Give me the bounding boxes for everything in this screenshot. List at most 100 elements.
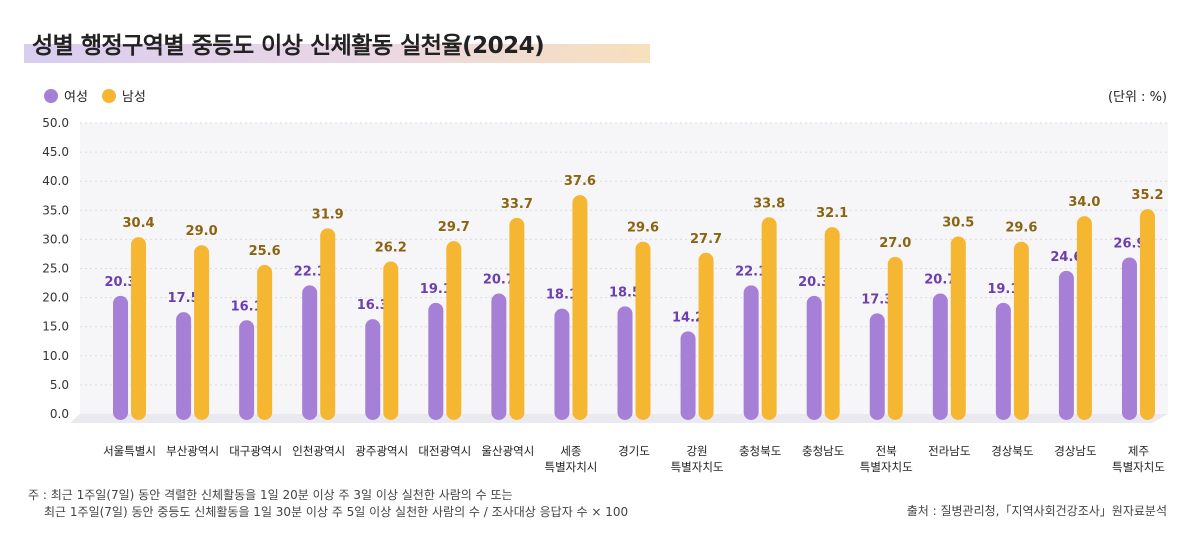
bar-female [995, 302, 1011, 420]
bar-female [554, 308, 570, 420]
bar-female [743, 285, 759, 420]
data-label-female: 19.1 [420, 282, 452, 297]
data-label-male: 30.5 [942, 215, 974, 230]
data-label-male: 29.6 [627, 221, 659, 236]
x-tick-label: 대구광역시 [229, 444, 282, 458]
x-tick-label: 특별자치도 [1112, 460, 1165, 474]
x-tick-label: 충청북도 [739, 444, 781, 458]
bar-male [194, 245, 210, 420]
data-label-female: 24.6 [1050, 250, 1082, 265]
source-note: 출처 : 질병관리청,「지역사회건강조사」원자료분석 [906, 504, 1167, 518]
bar-male [320, 228, 336, 420]
title-highlight [24, 44, 650, 63]
x-tick-label: 인천광역시 [292, 444, 345, 458]
data-label-female: 18.5 [609, 285, 641, 300]
y-tick-label: 15.0 [42, 320, 69, 334]
data-label-male: 35.2 [1131, 188, 1163, 203]
bar-female [869, 313, 885, 420]
data-label-male: 29.6 [1005, 221, 1037, 236]
bar-male [761, 217, 777, 420]
bar-male [257, 265, 273, 420]
bar-female [1121, 257, 1137, 420]
legend-item-male: 남성 [101, 86, 146, 105]
y-tick-label: 0.0 [50, 407, 69, 421]
bar-male [824, 227, 840, 420]
data-label-female: 17.3 [861, 292, 893, 307]
data-label-male: 31.9 [312, 207, 344, 222]
data-label-female: 16.3 [357, 298, 389, 313]
data-label-male: 29.0 [186, 224, 218, 239]
data-label-male: 29.7 [438, 220, 470, 235]
data-label-female: 20.3 [104, 275, 136, 290]
data-label-male: 26.2 [375, 241, 407, 256]
data-label-male: 27.0 [879, 236, 911, 251]
x-tick-label: 경상북도 [991, 444, 1033, 458]
bar-female [113, 295, 129, 420]
data-label-female: 26.9 [1113, 236, 1145, 251]
data-label-female: 16.1 [231, 299, 263, 314]
bar-male [383, 261, 399, 420]
data-label-male: 33.7 [501, 197, 533, 212]
legend: 여성 남성 [44, 86, 160, 105]
bar-male [887, 256, 903, 420]
data-label-female: 20.7 [924, 273, 956, 288]
x-tick-label: 광주광역시 [355, 444, 408, 458]
y-tick-label: 40.0 [42, 174, 69, 188]
legend-swatch-male [101, 88, 116, 103]
x-tick-label: 특별자치시 [544, 460, 597, 474]
bar-female [239, 320, 255, 420]
legend-label-female: 여성 [64, 90, 88, 105]
bar-male [131, 237, 147, 420]
legend-swatch-female [44, 88, 58, 103]
footnote: 주 : 최근 1주일(7일) 동안 격렬한 신체활동을 1일 20분 이상 주 … [28, 487, 628, 521]
bar-female [428, 302, 444, 420]
data-label-male: 25.6 [249, 244, 281, 259]
data-label-male: 30.4 [122, 216, 154, 231]
y-tick-label: 45.0 [42, 145, 69, 159]
bar-female [617, 306, 633, 420]
bar-male [1076, 216, 1092, 420]
title-area: 성별 행정구역별 중등도 이상 신체활동 실천율(2024) [24, 22, 650, 64]
x-tick-label: 대전광역시 [418, 444, 471, 458]
data-label-female: 20.3 [798, 275, 830, 290]
bar-male [1139, 209, 1155, 420]
x-tick-label: 세종 [560, 444, 581, 458]
bar-male [1013, 241, 1029, 420]
bar-female [176, 312, 192, 420]
bar-male [950, 236, 966, 420]
data-label-male: 33.8 [753, 196, 785, 211]
x-tick-label: 경기도 [618, 444, 650, 458]
x-tick-label: 제주 [1128, 444, 1149, 458]
y-tick-label: 20.0 [42, 291, 69, 305]
y-tick-label: 35.0 [42, 203, 69, 217]
y-tick-label: 5.0 [50, 378, 69, 392]
data-label-male: 34.0 [1068, 195, 1100, 210]
bar-female [491, 293, 507, 420]
y-tick-label: 10.0 [42, 349, 69, 363]
bar-male [446, 241, 462, 420]
legend-item-female: 여성 [44, 86, 88, 105]
x-tick-label: 전라남도 [928, 444, 970, 458]
bar-male [635, 241, 651, 420]
data-label-female: 14.2 [672, 310, 704, 325]
bar-male [698, 252, 714, 420]
data-label-female: 22.1 [294, 264, 326, 279]
data-label-female: 19.1 [987, 282, 1019, 297]
unit-label: (단위 : %) [1107, 90, 1167, 105]
bar-male [509, 217, 525, 420]
y-tick-label: 50.0 [42, 116, 69, 130]
bar-female [680, 331, 696, 420]
data-label-female: 17.5 [168, 291, 200, 306]
data-label-male: 27.7 [690, 232, 722, 247]
x-tick-label: 울산광역시 [481, 444, 534, 458]
x-tick-label: 강원 [686, 444, 707, 458]
x-tick-label: 경상남도 [1054, 444, 1096, 458]
bar-female [806, 295, 822, 420]
bar-female [365, 319, 381, 420]
bar-female [1058, 270, 1074, 420]
data-label-female: 20.7 [483, 273, 515, 288]
data-label-female: 18.1 [546, 288, 578, 303]
chart-title: 성별 행정구역별 중등도 이상 신체활동 실천율(2024) [32, 33, 545, 59]
data-label-male: 37.6 [564, 174, 596, 189]
